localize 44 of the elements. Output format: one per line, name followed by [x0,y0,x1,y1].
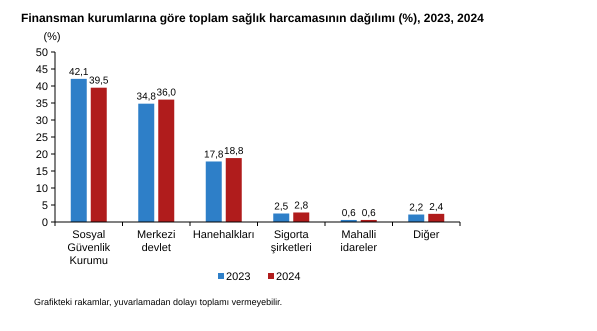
bar [293,212,310,222]
x-tick-label: Merkezi devlet [136,229,176,254]
bar [90,88,107,222]
y-tick-label: 25 [36,132,48,144]
bar [226,158,242,222]
bar [158,100,174,222]
data-label: 39,5 [89,76,109,87]
x-tick-label: Sigorta şirketleri [270,229,312,254]
y-tick-label: 40 [36,80,48,93]
data-label: 18,8 [224,146,244,158]
y-tick-label: 20 [36,148,48,161]
chart-title: Finansman kurumlarına göre toplam sağlık harcamasının dağılımı (%), 2023, 2024 [21,11,484,25]
y-tick-label: 5 [42,200,48,212]
x-tick-label: Sosyal Güvenlik Kurumu [67,229,111,267]
legend-label: 2024 [276,271,300,283]
data-label: 2,5 [274,202,289,212]
bar [408,214,424,222]
y-tick-label: 0 [42,216,48,229]
data-label: 2,4 [429,202,444,213]
data-label: 2,8 [294,200,309,212]
legend-label: 2023 [226,271,250,283]
y-tick-label: 15 [36,166,48,178]
x-tick-label: Mahalli idareler [340,229,378,254]
data-label: 42,1 [69,66,89,78]
x-tick-label: Diğer [413,229,440,241]
data-label: 0,6 [362,208,376,219]
x-tick-label: Hanehalkları [192,229,255,241]
bar [138,104,154,222]
bar [428,214,444,222]
y-tick-label: 50 [36,46,48,59]
data-label: 36,0 [156,88,176,99]
y-tick-label: 30 [36,114,48,127]
y-tick-label: 10 [36,182,48,195]
text: Grafikteki rakamlar, yuvarlamadan dolayı toplamı vermeyebilir. [34,297,282,307]
data-label: 34,8 [136,92,156,103]
y-axis-title: (%) [43,31,61,43]
bar [206,161,222,222]
y-tick-label: 45 [36,64,48,76]
data-label: 17,8 [204,149,224,160]
bar [70,78,87,222]
data-label: 0,6 [342,208,356,219]
y-tick-label: 35 [36,98,48,110]
data-label: 2,2 [409,202,424,214]
bar [273,214,290,222]
